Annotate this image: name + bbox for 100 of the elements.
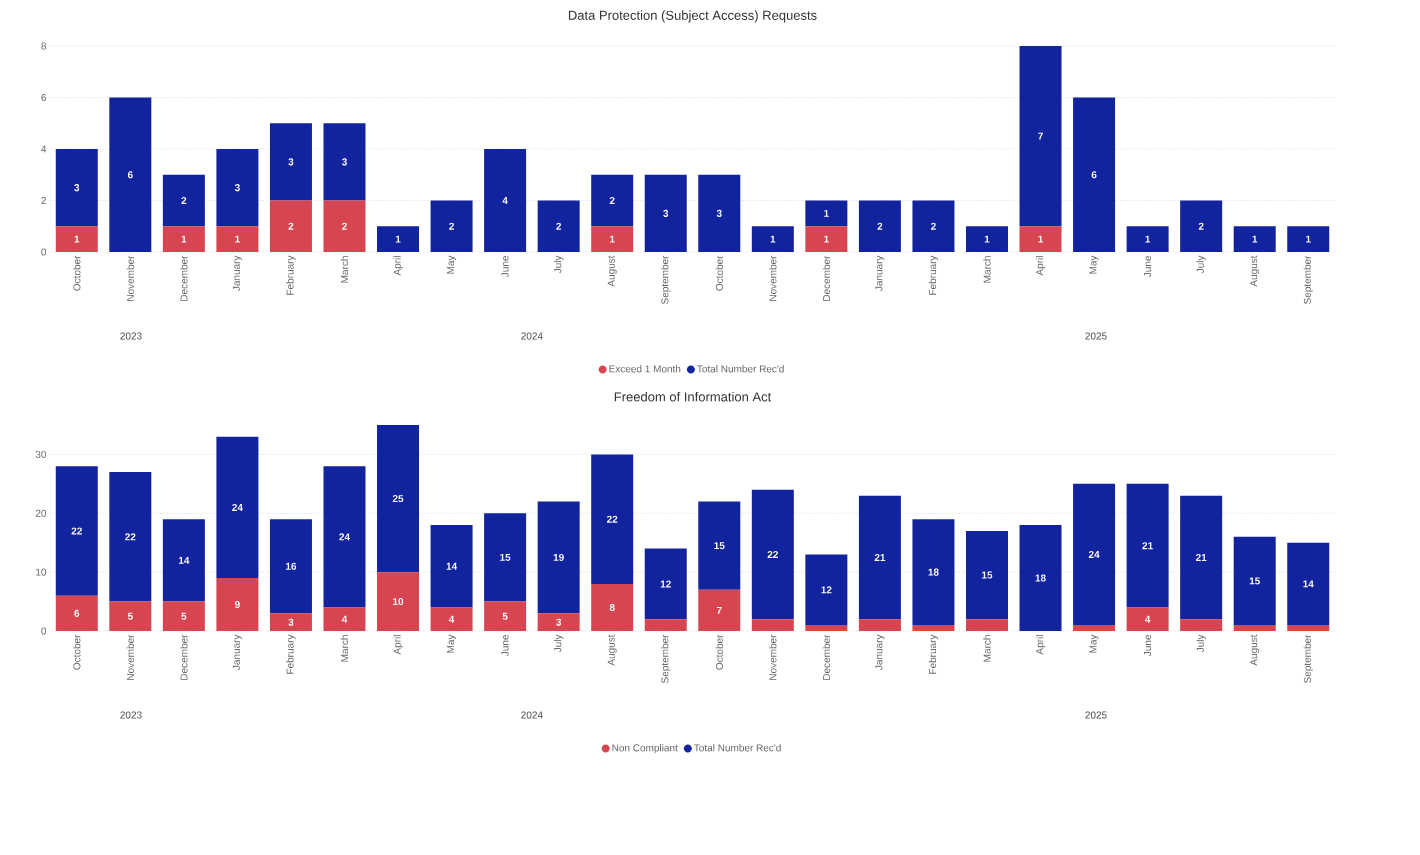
bar <box>55 226 98 252</box>
data-label: 15 <box>500 553 511 561</box>
y-tick-label: 2 <box>41 197 46 204</box>
x-tick-label: July <box>1196 255 1206 274</box>
x-tick-label: May <box>1089 255 1099 274</box>
data-label: 3 <box>288 618 294 626</box>
bar <box>537 200 580 252</box>
x-tick-label: December <box>180 634 188 680</box>
bar <box>591 583 634 631</box>
data-label: 18 <box>1035 574 1046 582</box>
x-tick-label: February <box>928 255 939 295</box>
x-tick-label: December <box>822 255 831 301</box>
data-label: 24 <box>232 503 243 511</box>
text: 2023 <box>120 711 142 719</box>
x-tick-label: September <box>661 255 671 304</box>
legend-label: Non Compliant <box>612 744 678 754</box>
x-tick-label: August <box>1250 255 1260 287</box>
data-label: 1 <box>1145 235 1151 243</box>
x-tick-label: September <box>1303 255 1313 304</box>
bar <box>430 200 473 252</box>
bar <box>912 519 955 626</box>
x-tick-label: July <box>554 634 564 653</box>
bar <box>109 601 152 631</box>
x-tick-label: August <box>607 255 617 287</box>
data-label: 21 <box>1195 553 1207 561</box>
data-label: 6 <box>1091 171 1097 179</box>
legend-label: Exceed 1 Month <box>609 365 681 373</box>
bar <box>698 174 741 252</box>
y-tick-label: 0 <box>41 248 47 256</box>
bar <box>1019 46 1062 227</box>
bar <box>323 123 366 201</box>
bar <box>430 525 473 608</box>
data-label: 25 <box>392 495 404 503</box>
bar <box>109 472 152 602</box>
data-label: 14 <box>1303 580 1314 588</box>
x-tick-label: November <box>126 634 134 680</box>
x-tick-label: August <box>1250 634 1260 666</box>
y-tick-label: 10 <box>36 568 47 576</box>
y-tick-label: 0 <box>41 627 47 635</box>
bar <box>1287 542 1330 626</box>
bar <box>269 519 312 614</box>
bar <box>805 200 848 227</box>
x-tick-label: September <box>661 634 671 683</box>
data-label: 22 <box>767 551 778 558</box>
bar <box>858 619 901 631</box>
bar <box>644 548 687 620</box>
bar <box>965 530 1008 620</box>
bar <box>484 149 527 252</box>
bar <box>1073 97 1116 252</box>
x-tick-label: February <box>286 634 296 674</box>
bar <box>698 501 741 590</box>
bar <box>1126 483 1169 608</box>
x-tick-label: October <box>73 255 81 291</box>
x-tick-label: March <box>340 256 349 283</box>
data-label: 1 <box>770 235 776 243</box>
bar <box>216 226 259 252</box>
bar <box>377 425 420 573</box>
data-label: 5 <box>181 612 187 620</box>
data-label: 10 <box>393 598 404 606</box>
text: 2023 <box>120 332 142 340</box>
data-label: 3 <box>234 184 240 192</box>
data-label: 3 <box>288 158 294 166</box>
x-tick-label: April <box>1035 635 1046 655</box>
bar <box>162 226 205 252</box>
bar <box>751 489 794 620</box>
bar <box>1073 483 1116 626</box>
x-tick-label: May <box>447 255 457 274</box>
bar <box>912 200 955 252</box>
bar <box>1019 226 1062 252</box>
y-tick-label: 20 <box>35 509 47 517</box>
x-tick-label: January <box>875 255 885 291</box>
data-label: 2 <box>1198 222 1204 230</box>
bar <box>216 436 259 579</box>
bar <box>591 226 634 252</box>
bar <box>965 226 1008 252</box>
data-label: 3 <box>341 158 347 166</box>
bar <box>162 174 205 227</box>
data-label: 22 <box>71 527 82 535</box>
data-label: 21 <box>1142 542 1153 550</box>
data-label: 6 <box>74 609 80 617</box>
bar <box>1287 226 1330 252</box>
bar <box>323 200 366 252</box>
x-tick-label: November <box>769 255 777 301</box>
bar <box>1233 625 1276 631</box>
bar <box>751 226 794 252</box>
x-tick-label: October <box>715 634 723 670</box>
text: 2025 <box>1085 332 1107 340</box>
data-label: 14 <box>178 556 190 564</box>
bar <box>55 149 98 227</box>
bar <box>216 578 259 631</box>
bar <box>1180 495 1223 620</box>
data-label: 15 <box>714 542 725 550</box>
chart-title: Freedom of Information Act <box>614 391 772 402</box>
bar <box>1233 536 1276 626</box>
data-label: 2 <box>181 197 187 204</box>
chart-title: Data Protection (Subject Access) Requests <box>568 10 817 23</box>
x-tick-label: May <box>1089 634 1099 653</box>
x-tick-label: April <box>393 256 403 276</box>
data-label: 4 <box>1144 615 1151 623</box>
legend-label: Total Number Rec'd <box>697 365 784 373</box>
